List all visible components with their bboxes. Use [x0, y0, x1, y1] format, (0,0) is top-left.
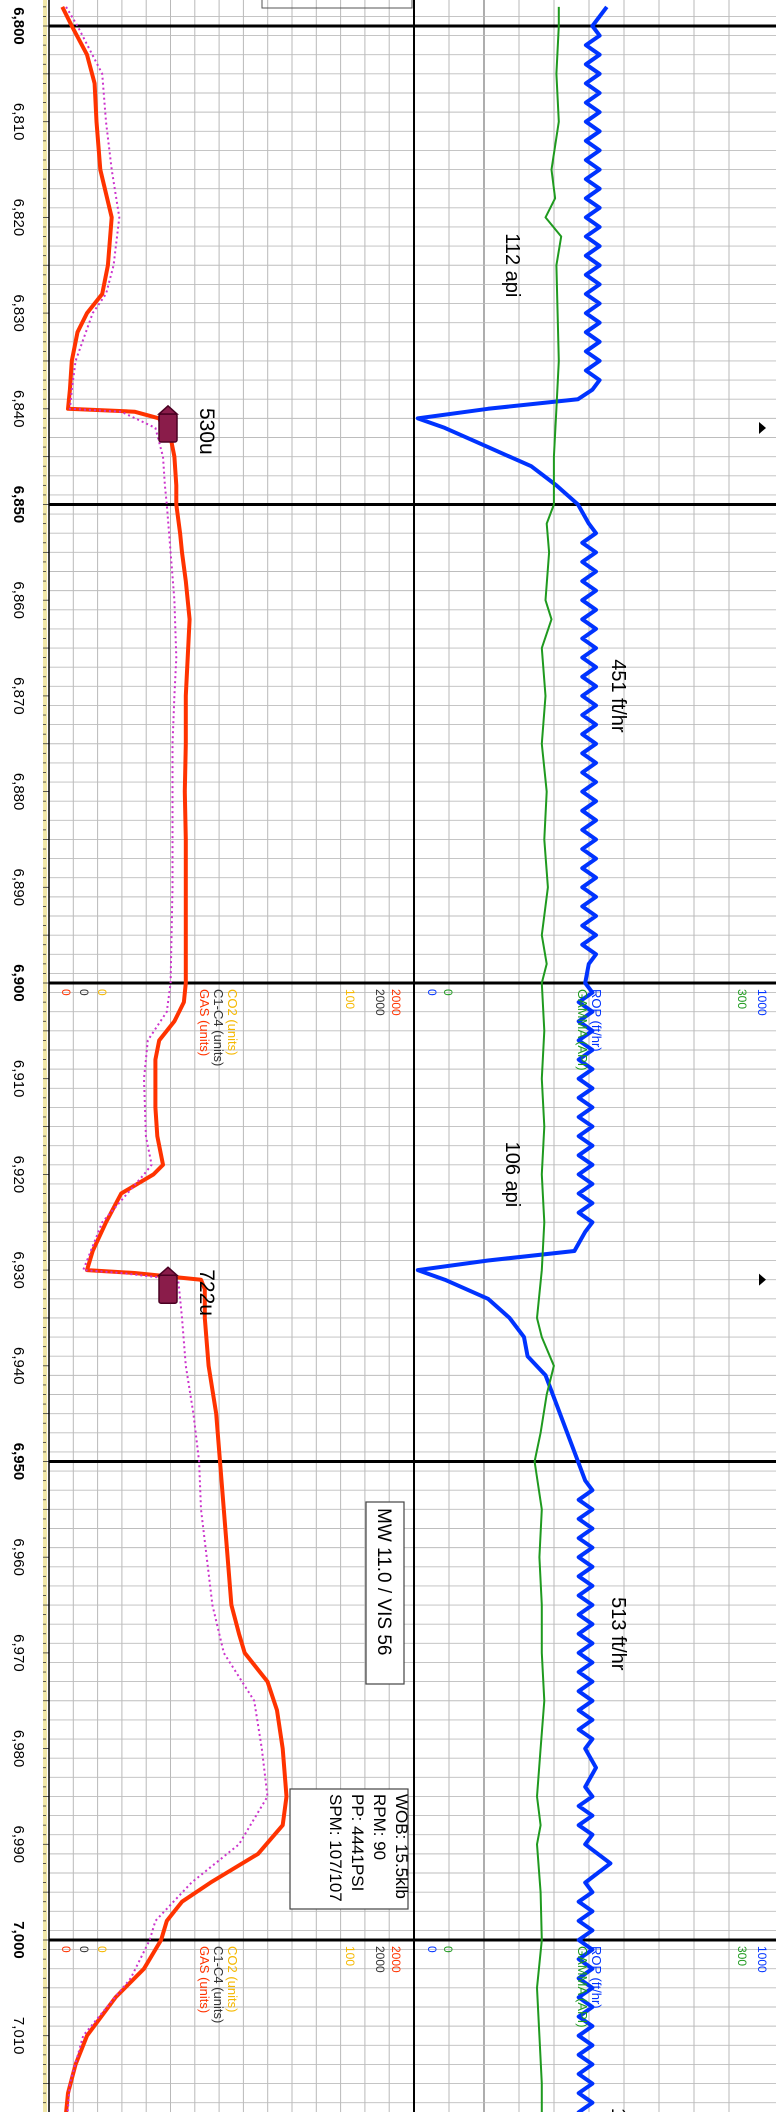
grid-layer: [43, 0, 776, 2112]
info-box: [365, 1501, 405, 1685]
scale-max-label: 100: [343, 1946, 357, 1966]
gas-peak-marker-icon: [157, 404, 179, 415]
depth-tick-label: 6,840: [10, 390, 27, 428]
depth-tick-label: 6,990: [10, 1826, 27, 1864]
info-box-line: SPM: 107/107: [326, 1794, 345, 1902]
depth-tick-label: 7,010: [10, 2017, 27, 2055]
scale-name-label: CO2 (units): [225, 989, 240, 1055]
scale-name-label: C1-C4 (units): [211, 1946, 226, 2023]
scale-max-label: 300: [735, 989, 749, 1009]
scale-name-label: GAS (units): [197, 1946, 212, 2013]
scale-max-label: 100: [343, 989, 357, 1009]
scale-name-label: C1-C4 (units): [211, 989, 226, 1066]
depth-tick-label: 6,920: [10, 1156, 27, 1194]
scale-max-label: 300: [735, 1946, 749, 1966]
scale-min-label: 0: [59, 1946, 73, 1953]
scale-max-label: 1000: [755, 989, 769, 1016]
scale-min-label: 0: [95, 1946, 109, 1953]
depth-tick-label: 6,820: [10, 199, 27, 237]
depth-tick-label: 6,810: [10, 103, 27, 141]
scale-min-label: 0: [425, 989, 439, 996]
scale-min-label: 0: [77, 1946, 91, 1953]
depth-tick-label: 6,850: [10, 486, 27, 524]
label-layer: 6,800 6,810 6,820 6,830 6,840 6,850 6,860 6,870…: [10, 7, 769, 2112]
scale-max-label: 2000: [373, 1946, 387, 1973]
depth-tick-label: 6,880: [10, 773, 27, 811]
depth-strip: [43, 0, 47, 2112]
scale-name-label: ROP (ft/hr): [589, 989, 604, 1052]
scale-min-label: 0: [441, 989, 455, 996]
gas-peak-marker-icon: [158, 1274, 178, 1304]
depth-tick-label: 6,910: [10, 1060, 27, 1098]
series-annotation: 513 ft/hr: [607, 1597, 629, 1671]
series-gamma-line: [533, 6, 563, 2112]
depth-tick-label: 6,970: [10, 1634, 27, 1672]
scale-min-label: 0: [95, 989, 109, 996]
depth-tick-label: 6,870: [10, 677, 27, 715]
info-box-line: RPM: 90: [370, 1794, 389, 1860]
info-box-line: MW 11.0 / VIS 56: [373, 1508, 394, 1655]
scale-max-label: 1000: [755, 1946, 769, 1973]
depth-tick-label: 6,800: [10, 7, 27, 45]
depth-tick-label: 6,960: [10, 1538, 27, 1576]
depth-tick-label: 6,950: [10, 1443, 27, 1481]
series-rop-line: [415, 5, 613, 2112]
scale-max-label: 2000: [389, 1946, 403, 1973]
scale-name-label: GAS (units): [197, 989, 212, 1056]
depth-tick-label: 6,890: [10, 869, 27, 907]
scale-name-label: GAMMA (API): [575, 989, 590, 1071]
series-annotation: 10:: [607, 2108, 629, 2112]
header-frame: [261, 0, 413, 9]
scale-name-label: GAMMA (API): [575, 1946, 590, 2028]
series-annotation: 451 ft/hr: [607, 659, 629, 733]
series-annotation: 112 api: [501, 233, 523, 297]
depth-tick-label: 6,930: [10, 1251, 27, 1289]
info-box-line: WOB: 15.5klb: [392, 1794, 411, 1899]
depth-tick-label: 7,000: [10, 1921, 27, 1959]
scale-min-label: 0: [59, 989, 73, 996]
scale-max-label: 2000: [373, 989, 387, 1016]
triangle-marker-icon: [759, 421, 766, 434]
scale-min-label: 0: [441, 1946, 455, 1953]
gas-peak-marker-icon: [158, 413, 178, 443]
depth-tick-label: 6,860: [10, 581, 27, 619]
scale-name-label: ROP (ft/hr): [589, 1946, 604, 2009]
triangle-marker-icon: [759, 1273, 766, 1286]
gas-peak-marker-icon: [157, 1266, 179, 1276]
info-box-line: PP: 4441PSI: [348, 1794, 367, 1891]
scale-min-label: 0: [77, 989, 91, 996]
depth-tick-label: 6,940: [10, 1347, 27, 1385]
scale-name-label: CO2 (units): [225, 1946, 240, 2012]
depth-tick-label: 6,980: [10, 1730, 27, 1768]
series-layer: [60, 5, 766, 2112]
scale-min-label: 0: [425, 1946, 439, 1953]
depth-tick-label: 6,830: [10, 294, 27, 332]
gas-peak-label: 530u: [195, 408, 218, 455]
scale-max-label: 2000: [389, 989, 403, 1016]
depth-tick-label: 6,900: [10, 964, 27, 1002]
series-gas-line: [60, 6, 289, 2112]
series-annotation: 106 api: [501, 1142, 523, 1208]
info-box: [289, 1788, 409, 1910]
gas-peak-label: 722u: [195, 1269, 218, 1316]
